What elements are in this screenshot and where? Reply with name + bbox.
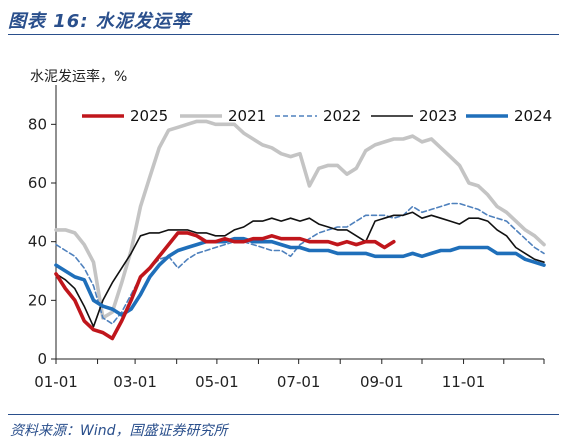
y-axis-unit-label: 水泥发运率，%: [30, 69, 128, 85]
legend-label-2025: 2025: [130, 107, 168, 125]
x-tick-label: 05-01: [195, 373, 239, 391]
legend-label-2023: 2023: [419, 107, 457, 125]
legend-label-2022: 2022: [323, 107, 361, 125]
series-line-2022: [55, 202, 545, 325]
source-note: 资料来源：Wind，国盛证券研究所: [10, 423, 228, 439]
series-line-2025: [54, 231, 396, 341]
y-tick-label: 0: [37, 350, 47, 368]
series-line-2023: [55, 211, 545, 328]
x-tick-label: 01-01: [34, 373, 78, 391]
legend-label-2024: 2024: [514, 107, 552, 125]
x-tick-label: 09-01: [360, 373, 404, 391]
legend-label-2021: 2021: [228, 107, 266, 125]
y-tick-label: 20: [28, 291, 47, 309]
x-tick-label: 07-01: [277, 373, 321, 391]
y-tick-label: 40: [28, 233, 47, 251]
figure-title: 图表 16: 水泥发运率: [8, 11, 191, 32]
figure-title-bar: 图表 16: 水泥发运率: [8, 2, 559, 35]
y-tick-label: 60: [28, 174, 47, 192]
series-line-2024: [54, 236, 546, 317]
x-tick-label: 11-01: [442, 373, 486, 391]
x-tick-label: 03-01: [113, 373, 157, 391]
y-tick-label: 80: [28, 115, 47, 133]
source-divider: [8, 414, 559, 415]
series-line-2021: [54, 119, 546, 320]
